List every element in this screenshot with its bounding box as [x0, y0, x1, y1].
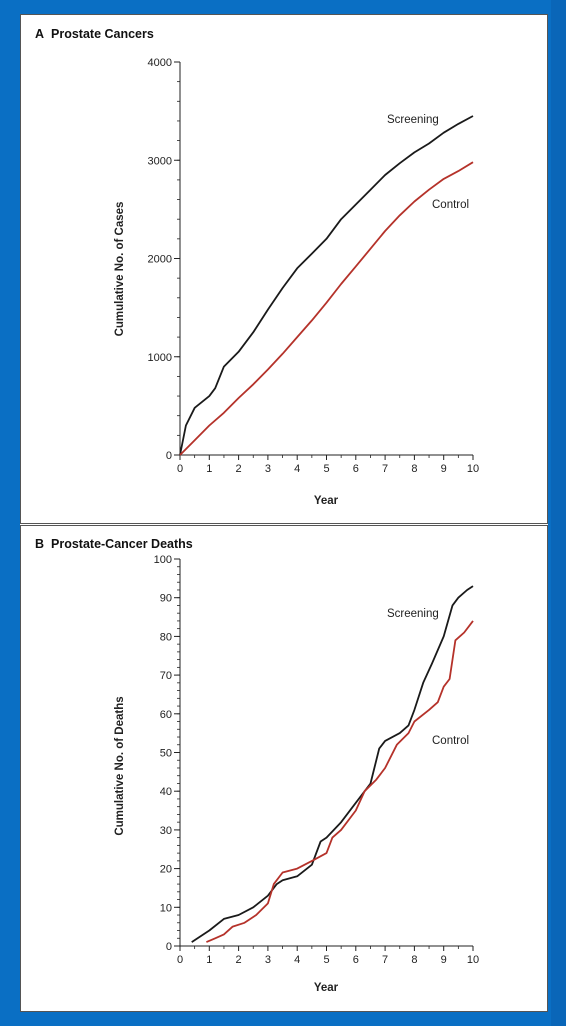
panel-a-plot: 0 1000 2000 3000 4000 0 1 2 3 4 5 6 7 8 9 10	[148, 57, 480, 475]
panel-b-xlabel: Year	[314, 982, 339, 994]
panel-b-y-tick-label: 80	[160, 631, 172, 643]
panel-a-series-label-screening: Screening	[387, 114, 439, 126]
panel-b-y-tick-label: 100	[154, 554, 172, 566]
panel-b-letter: B	[35, 537, 44, 551]
panel-a-x-tick-label: 6	[353, 463, 359, 475]
panel-b-ylabel: Cumulative No. of Deaths	[114, 696, 126, 835]
panel-b-x-tick-label: 3	[265, 954, 271, 966]
panel-b-y-tick-label: 0	[166, 941, 172, 953]
panel-b-x-tick-label: 6	[353, 954, 359, 966]
panel-b-y-tick-label: 50	[160, 748, 172, 760]
panel-b-x-tick-label: 2	[236, 954, 242, 966]
panel-a-x-tick-label: 3	[265, 463, 271, 475]
panel-b-x-tick-label: 0	[177, 954, 183, 966]
figure-panel: A Prostate Cancers Cumulative No. of Cas…	[20, 14, 548, 1012]
panel-a-y-tick-label: 4000	[148, 57, 172, 69]
panel-b-x-tick-label: 7	[382, 954, 388, 966]
panel-a-ylabel: Cumulative No. of Cases	[114, 202, 126, 337]
panel-a-series-label-control: Control	[432, 199, 469, 211]
panel-a-x-tick-label: 0	[177, 463, 183, 475]
panel-a-y-tick-label: 1000	[148, 352, 172, 364]
panel-a-x-tick-label: 7	[382, 463, 388, 475]
figure-svg: A Prostate Cancers Cumulative No. of Cas…	[20, 14, 548, 1012]
panel-a-x-tick-label: 9	[441, 463, 447, 475]
panel-b-x-tick-label: 8	[411, 954, 417, 966]
window-edge	[551, 0, 566, 1026]
panel-a-x-tick-label: 10	[467, 463, 479, 475]
panel-b-y-tick-label: 40	[160, 786, 172, 798]
panel-a-x-tick-label: 4	[294, 463, 300, 475]
panel-a-title: Prostate Cancers	[51, 27, 154, 41]
panel-a-series-line-screening	[179, 115, 474, 456]
panel-b-series-line-control	[206, 620, 474, 943]
panel-b-frame	[20, 525, 548, 1012]
panel-b-y-tick-label: 70	[160, 670, 172, 682]
panel-a-y-tick-label: 3000	[148, 155, 172, 167]
panel-b-y-tick-label: 60	[160, 709, 172, 721]
panel-b-y-tick-label: 20	[160, 864, 172, 876]
panel-b-x-tick-label: 5	[323, 954, 329, 966]
panel-a-x-tick-label: 8	[411, 463, 417, 475]
panel-b-series-line-screening	[191, 585, 474, 943]
panel-b-y-tick-label: 90	[160, 593, 172, 605]
panel-a-xlabel: Year	[314, 495, 339, 507]
panel-b-x-tick-label: 10	[467, 954, 479, 966]
panel-b-x-tick-label: 9	[441, 954, 447, 966]
panel-b-x-tick-label: 4	[294, 954, 300, 966]
panel-b-title: Prostate-Cancer Deaths	[51, 537, 193, 551]
panel-b-plot: 0 10 20 30 40 50 60 70 80 90 100 0 1 2 3 4 5 6 7 8 9 10	[154, 554, 479, 966]
panel-a-series-line-control	[179, 161, 474, 456]
panel-b-y-tick-label: 10	[160, 902, 172, 914]
panel-a-letter: A	[35, 27, 44, 41]
panel-b-series-label-control: Control	[432, 735, 469, 747]
panel-b-x-tick-label: 1	[206, 954, 212, 966]
panel-a-y-tick-label: 2000	[148, 254, 172, 266]
panel-b-y-tick-label: 30	[160, 825, 172, 837]
panel-a-y-tick-label: 0	[166, 450, 172, 462]
panel-a-x-tick-label: 1	[206, 463, 212, 475]
panel-a-frame	[20, 14, 548, 524]
panel-a-x-tick-label: 5	[323, 463, 329, 475]
panel-a-x-tick-label: 2	[236, 463, 242, 475]
panel-b-series-label-screening: Screening	[387, 608, 439, 620]
